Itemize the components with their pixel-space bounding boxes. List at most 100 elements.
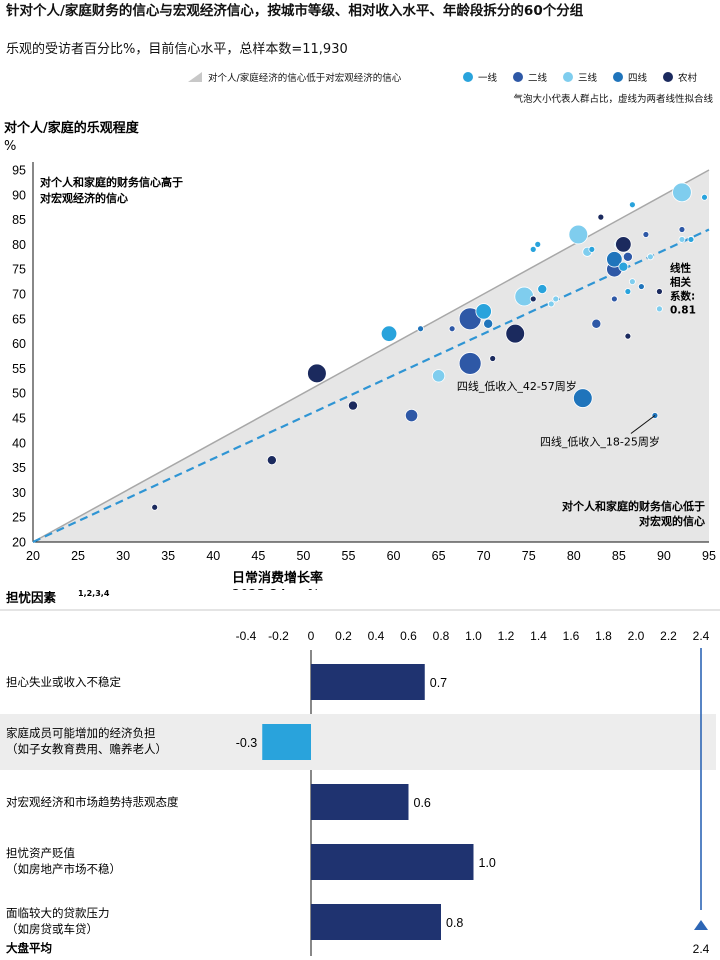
- legend-note: 气泡大小代表人群占比，虚线为两者线性拟合线: [513, 94, 713, 105]
- triangle-legend-icon: [188, 72, 202, 82]
- data-point: [568, 224, 589, 245]
- y-tick-label: 55: [12, 362, 26, 376]
- data-point: [534, 240, 542, 248]
- x-tick-label: 40: [206, 549, 220, 563]
- bar-value-label: -0.3: [236, 736, 258, 750]
- y-tick-label: 70: [12, 288, 26, 302]
- y-tick-label: 35: [12, 461, 26, 475]
- data-point: [628, 278, 636, 286]
- data-point: [597, 213, 605, 221]
- y-tick-label: 50: [12, 387, 26, 401]
- data-point: [647, 253, 654, 261]
- bar-x-tick-label: 0: [308, 629, 315, 643]
- x-tick-label: 25: [71, 549, 85, 563]
- x-tick-label: 95: [702, 549, 716, 563]
- bar-chart-title-sup: 1,2,3,4: [78, 589, 110, 598]
- x-tick-label: 70: [477, 549, 491, 563]
- x-tick-label: 90: [657, 549, 671, 563]
- data-point: [475, 303, 492, 320]
- data-point: [529, 295, 537, 303]
- data-point: [638, 283, 645, 290]
- category-label: （如子女教育费用、赡养老人）: [6, 742, 167, 756]
- reference-marker-icon: [694, 920, 708, 930]
- x-tick-label: 50: [296, 549, 310, 563]
- category-label: （如房贷或车贷）: [6, 922, 98, 936]
- bar-value-label: 0.8: [446, 916, 463, 930]
- data-point: [672, 182, 692, 203]
- data-point: [489, 355, 497, 362]
- data-point: [624, 332, 632, 340]
- chart-subtitle: 乐观的受访者百分比%，目前信心水平，总样本数=11,930: [6, 42, 348, 57]
- data-point: [529, 245, 537, 253]
- data-point: [266, 455, 277, 466]
- category-label: 担忧资产贬值: [6, 846, 75, 860]
- upper-region-label: 对个人和家庭的财务信心高于: [40, 175, 183, 189]
- tier-1-label: 一线: [478, 73, 498, 84]
- y-tick-label: 65: [12, 312, 26, 326]
- data-point: [606, 251, 623, 268]
- data-point: [380, 325, 398, 342]
- legend: 对个人/家庭经济的信心低于对宏观经济的信心 一线 二线 三线 四线 农村 气泡大…: [188, 70, 713, 105]
- bar-x-tick-label: 2.4: [693, 629, 710, 643]
- data-point: [552, 295, 560, 303]
- data-point: [588, 245, 596, 253]
- highlight-row-bg: [0, 714, 716, 770]
- data-point: [514, 286, 535, 307]
- x-tick-label: 60: [387, 549, 401, 563]
- y-tick-label: 20: [12, 536, 26, 550]
- bar-value-label: 0.7: [430, 676, 447, 690]
- data-point: [483, 318, 494, 329]
- data-point: [591, 318, 602, 329]
- bar: [311, 784, 409, 820]
- correlation-label: 系数:: [670, 290, 695, 303]
- category-label: （如房地产市场不稳）: [6, 862, 121, 876]
- bar-x-tick-label: 0.8: [433, 629, 450, 643]
- bar-chart: 担忧因素 1,2,3,4 -0.4 -0.2 0 0.2 0.4 0.6 0.8 1.0 1.2 1.…: [0, 589, 720, 956]
- category-label: 家庭成员可能增加的经济负担: [6, 726, 156, 740]
- correlation-label: 0.81: [670, 305, 696, 317]
- data-point: [458, 352, 482, 375]
- bar-x-tick-label: 1.4: [530, 629, 547, 643]
- y-tick-label: 60: [12, 337, 26, 351]
- bar-x-tick-label: 2.2: [660, 629, 677, 643]
- bar-x-tick-label: 1.6: [563, 629, 580, 643]
- x-tick-label: 35: [161, 549, 175, 563]
- data-point: [656, 305, 663, 313]
- data-point: [404, 408, 419, 423]
- fit-line: [32, 228, 710, 543]
- data-point: [656, 288, 663, 295]
- lower-region-label: 对宏观的信心: [639, 514, 705, 528]
- data-point: [537, 284, 548, 295]
- y-tick-label: 40: [12, 436, 26, 450]
- data-point: [618, 261, 629, 272]
- upper-region-label: 对宏观经济的信心: [40, 191, 128, 205]
- data-point: [505, 323, 526, 344]
- y-tick-label: 45: [12, 412, 26, 426]
- data-point: [347, 400, 358, 411]
- bar-x-tick-label: -0.4: [236, 629, 257, 643]
- bar-x-tick-label: 0.6: [400, 629, 417, 643]
- data-point: [307, 363, 327, 384]
- tier-2-dot-icon: [513, 72, 523, 82]
- y-tick-label: 25: [12, 511, 26, 525]
- tier-3-label: 三线: [578, 73, 598, 84]
- y-tick-label: 80: [12, 238, 26, 252]
- x-tick-label: 80: [567, 549, 581, 563]
- bar-value-label: 1.0: [479, 856, 496, 870]
- data-point: [701, 193, 708, 201]
- x-tick-label: 85: [612, 549, 626, 563]
- correlation-label: 线性: [670, 262, 691, 275]
- data-point: [678, 236, 686, 243]
- data-point: [615, 236, 632, 253]
- tier-4-label: 四线: [628, 73, 648, 84]
- tier-3-dot-icon: [563, 72, 573, 82]
- x-tick-label: 45: [251, 549, 265, 563]
- y-tick-label: 90: [12, 188, 26, 202]
- data-point: [417, 325, 424, 333]
- chart-title: 针对个人/家庭财务的信心与宏观经济信心，按城市等级、相对收入水平、年龄段拆分的6…: [6, 3, 584, 19]
- x-tick-label: 55: [342, 549, 356, 563]
- lower-region-label: 对个人和家庭的财务信心低于: [562, 499, 705, 513]
- triangle-legend-label: 对个人/家庭经济的信心低于对宏观经济的信心: [208, 73, 402, 84]
- reference-label: 大盘平均: [6, 941, 52, 955]
- y-axis-label: 对个人/家庭的乐观程度: [4, 120, 140, 136]
